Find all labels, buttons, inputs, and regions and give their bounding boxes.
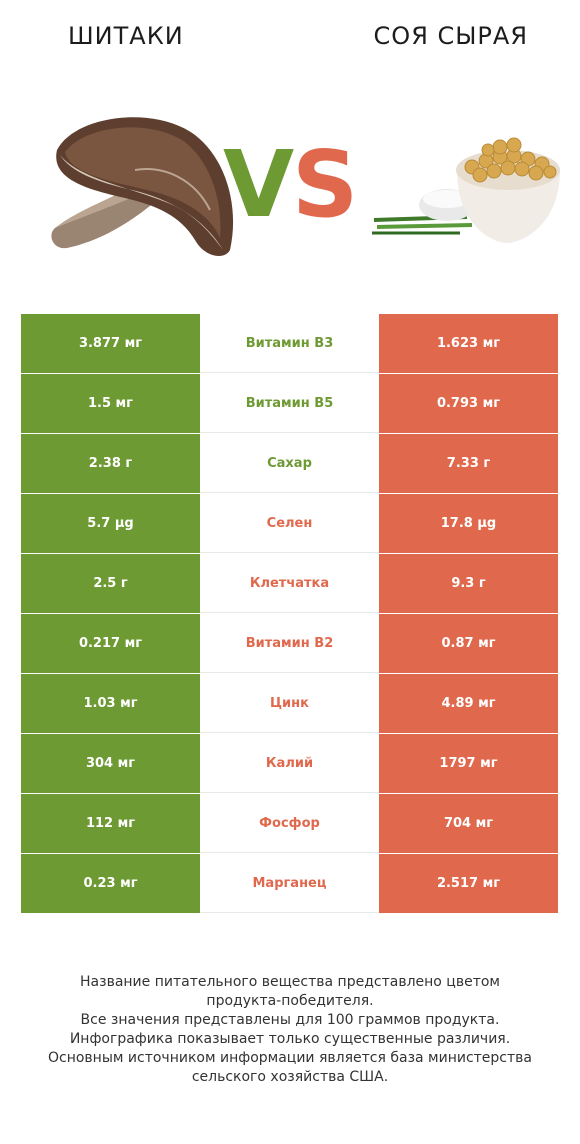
nutrient-name-cell: Селен: [200, 494, 379, 553]
nutrient-name-cell: Марганец: [200, 854, 379, 913]
table-row: 304 мг Калий 1797 мг: [21, 734, 558, 794]
vs-letter-s: S: [292, 131, 359, 238]
table-row: 2.5 г Клетчатка 9.3 г: [21, 554, 558, 614]
nutrient-name-cell: Калий: [200, 734, 379, 793]
left-value-cell: 304 мг: [21, 734, 200, 793]
table-row: 1.03 мг Цинк 4.89 мг: [21, 674, 558, 734]
left-value-cell: 3.877 мг: [21, 314, 200, 373]
table-row: 1.5 мг Витамин B5 0.793 мг: [21, 374, 558, 434]
right-value-cell: 9.3 г: [379, 554, 558, 613]
left-value-cell: 1.5 мг: [21, 374, 200, 433]
left-value-cell: 2.5 г: [21, 554, 200, 613]
footer-line: продукта-победителя.: [206, 993, 374, 1009]
right-value-cell: 7.33 г: [379, 434, 558, 493]
right-product-title: СОЯ СЫРАЯ: [373, 22, 528, 50]
comparison-table: 3.877 мг Витамин B3 1.623 мг 1.5 мг Витамин …: [21, 314, 558, 914]
nutrient-name-cell: Цинк: [200, 674, 379, 733]
left-value-cell: 1.03 мг: [21, 674, 200, 733]
table-row: 0.217 мг Витамин B2 0.87 мг: [21, 614, 558, 674]
vs-letter-v: V: [223, 131, 295, 238]
footer-line: Инфографика показывает только существенн…: [69, 1031, 511, 1047]
soybeans-bowl-image: [372, 137, 560, 243]
left-value-cell: 112 мг: [21, 794, 200, 853]
nutrient-name-cell: Фосфор: [200, 794, 379, 853]
left-product-title: ШИТАКИ: [68, 22, 184, 50]
nutrient-name-cell: Витамин B3: [200, 314, 379, 373]
footer-note: Название питательного вещества представл…: [20, 973, 560, 1087]
right-value-cell: 704 мг: [379, 794, 558, 853]
nutrient-name-cell: Витамин B2: [200, 614, 379, 673]
footer-line: Основным источником информации является …: [48, 1050, 532, 1066]
left-value-cell: 0.217 мг: [21, 614, 200, 673]
right-value-cell: 17.8 µg: [379, 494, 558, 553]
nutrient-name-cell: Сахар: [200, 434, 379, 493]
nutrient-name-cell: Клетчатка: [200, 554, 379, 613]
left-value-cell: 0.23 мг: [21, 854, 200, 913]
table-row: 3.877 мг Витамин B3 1.623 мг: [21, 314, 558, 374]
right-value-cell: 0.87 мг: [379, 614, 558, 673]
shiitake-mushroom-image: [51, 117, 234, 256]
footer-line: Все значения представлены для 100 граммо…: [80, 1012, 500, 1028]
left-value-cell: 5.7 µg: [21, 494, 200, 553]
table-row: 2.38 г Сахар 7.33 г: [21, 434, 558, 494]
nutrient-name-cell: Витамин B5: [200, 374, 379, 433]
table-row: 112 мг Фосфор 704 мг: [21, 794, 558, 854]
right-value-cell: 1797 мг: [379, 734, 558, 793]
footer-line: Название питательного вещества представл…: [80, 974, 500, 990]
right-value-cell: 0.793 мг: [379, 374, 558, 433]
right-value-cell: 1.623 мг: [379, 314, 558, 373]
right-value-cell: 2.517 мг: [379, 854, 558, 913]
table-row: 5.7 µg Селен 17.8 µg: [21, 494, 558, 554]
left-value-cell: 2.38 г: [21, 434, 200, 493]
table-row: 0.23 мг Марганец 2.517 мг: [21, 854, 558, 914]
footer-line: сельского хозяйства США.: [191, 1069, 389, 1085]
right-value-cell: 4.89 мг: [379, 674, 558, 733]
